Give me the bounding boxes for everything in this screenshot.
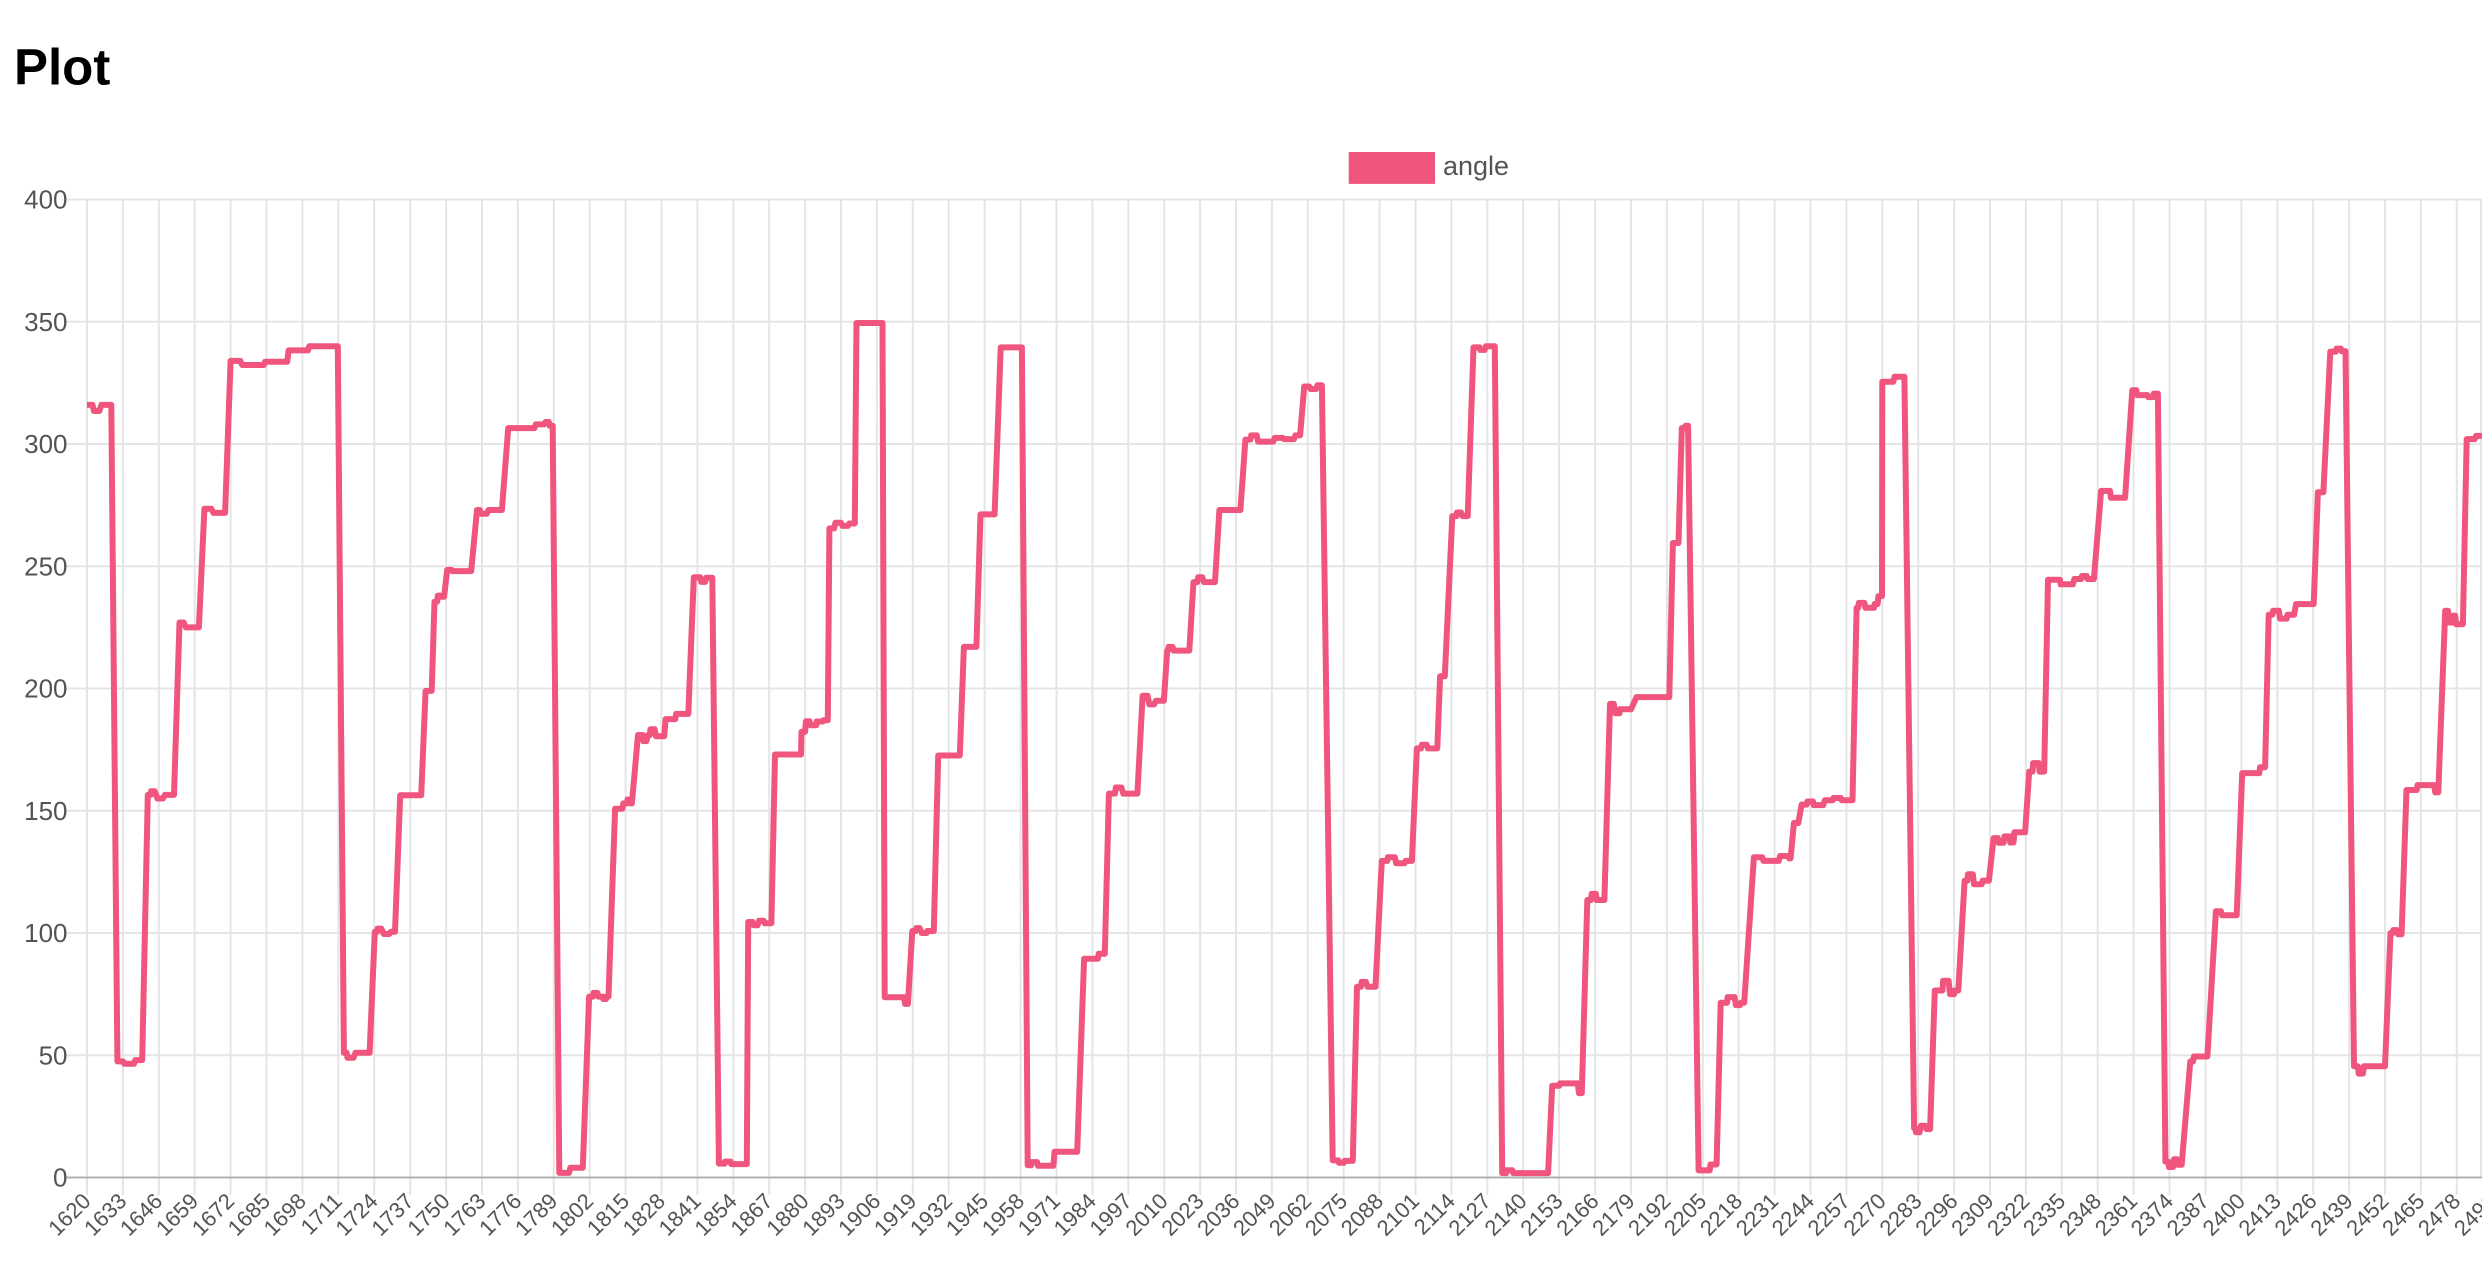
svg-text:350: 350	[24, 307, 67, 337]
svg-text:50: 50	[39, 1040, 68, 1070]
svg-text:100: 100	[24, 918, 67, 948]
svg-text:angle: angle	[1443, 151, 1509, 181]
svg-text:0: 0	[53, 1163, 67, 1193]
svg-text:200: 200	[24, 674, 67, 704]
svg-text:300: 300	[24, 429, 67, 459]
svg-text:250: 250	[24, 551, 67, 581]
svg-text:400: 400	[24, 185, 67, 215]
svg-text:Plot: Plot	[14, 39, 110, 96]
svg-text:150: 150	[24, 796, 67, 826]
